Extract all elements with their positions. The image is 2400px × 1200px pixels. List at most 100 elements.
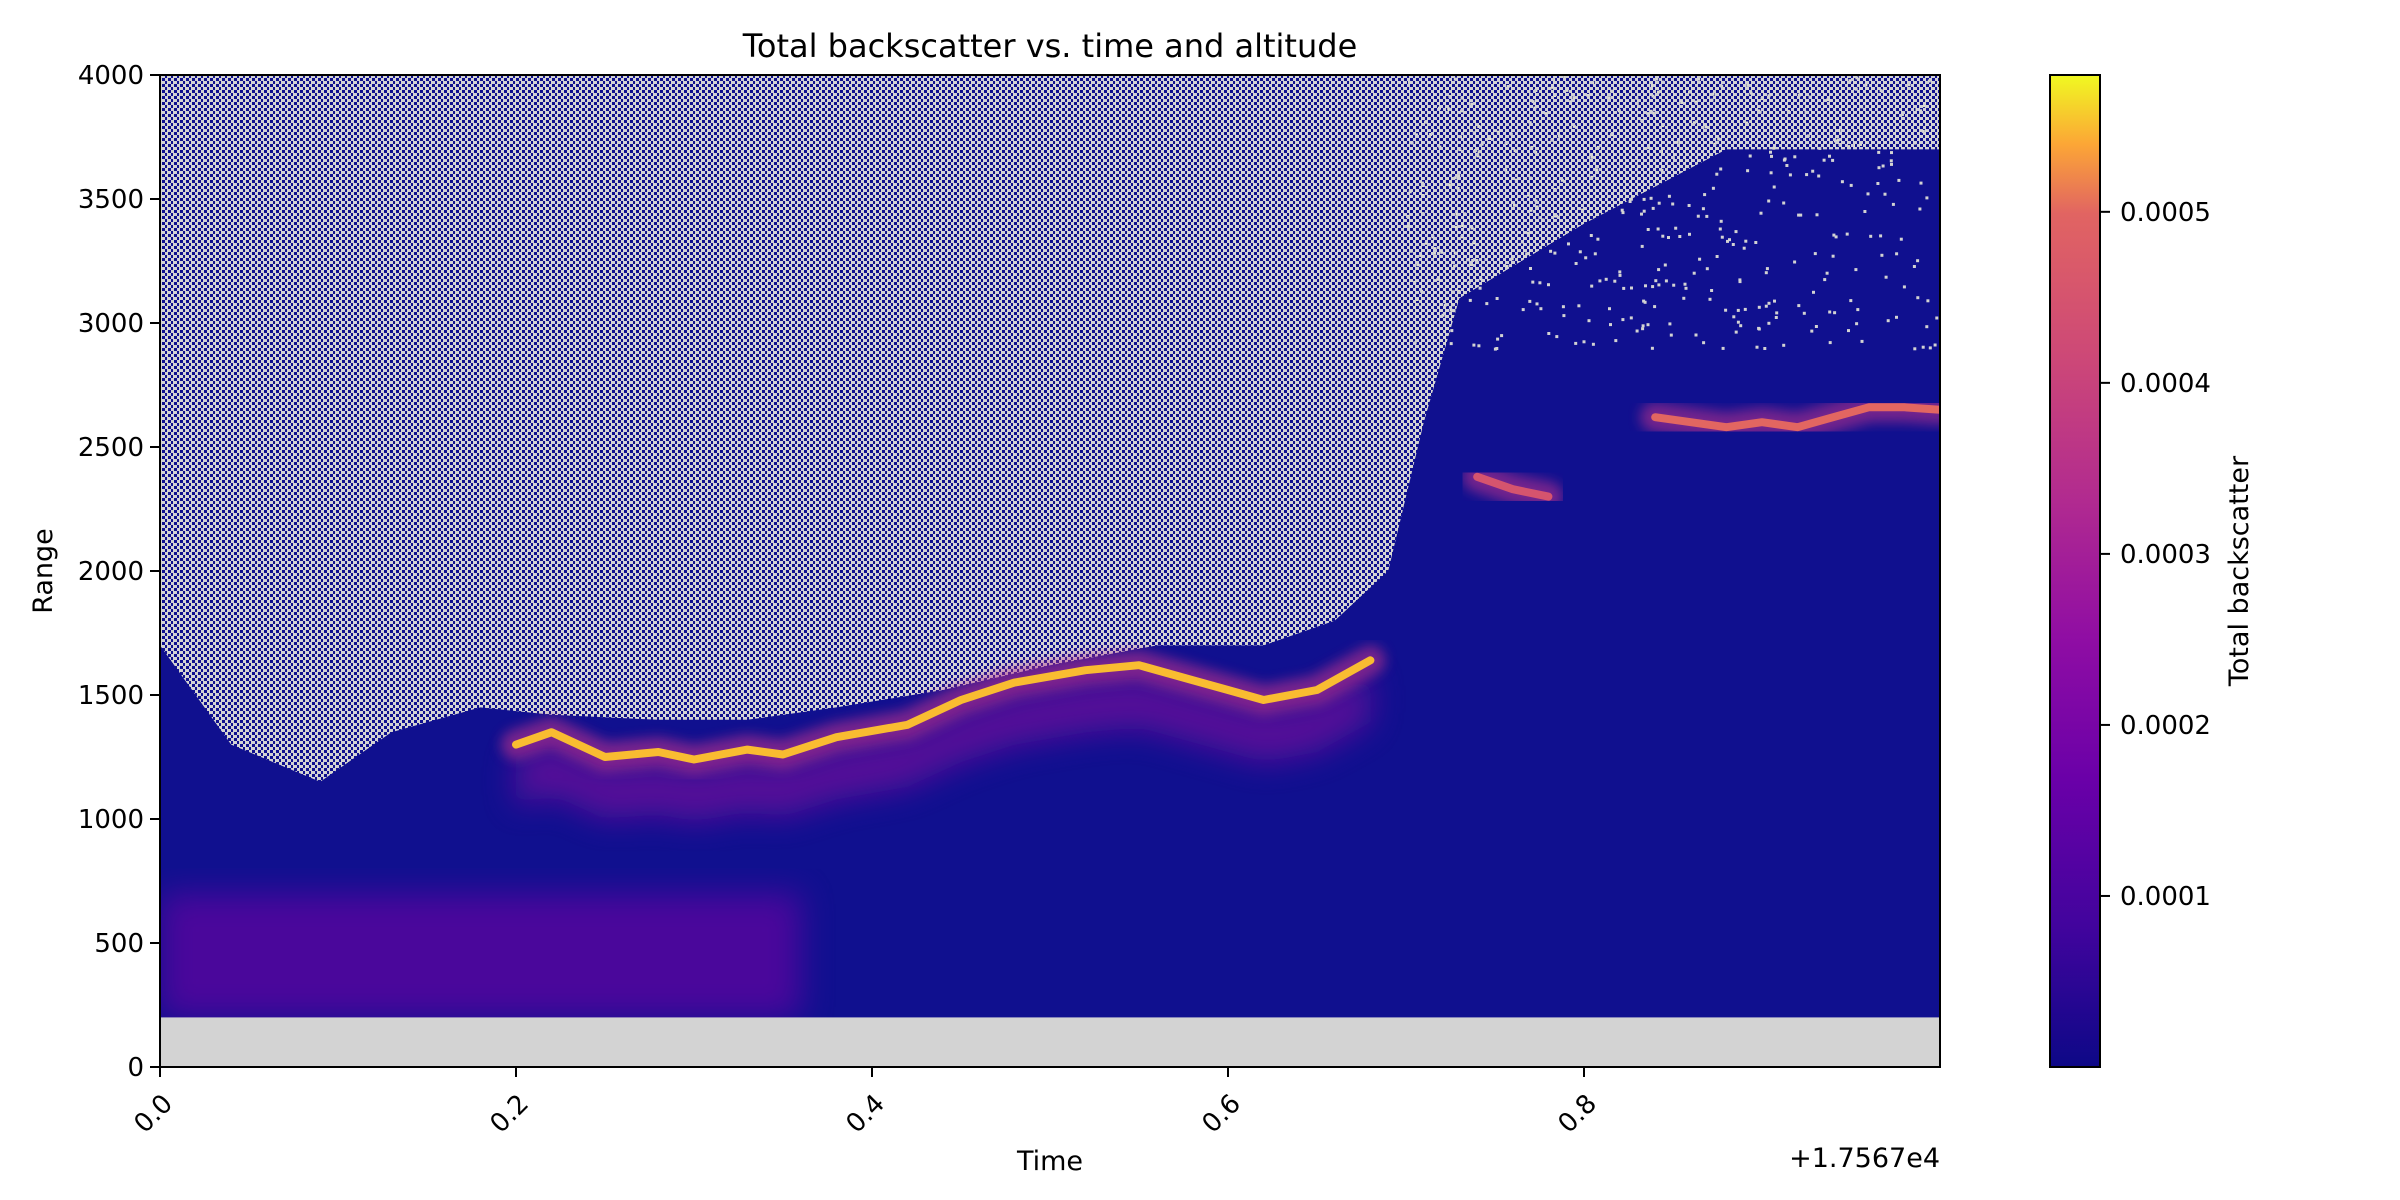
nodata-speckle — [1635, 101, 1639, 105]
nodata-speckle — [1582, 340, 1586, 344]
nodata-speckle — [1738, 278, 1742, 282]
nodata-speckle — [1622, 286, 1626, 290]
x-tick-label: 0.8 — [1552, 1089, 1602, 1139]
nodata-speckle — [1527, 90, 1531, 93]
colorbar-tick-label: 0.0002 — [2120, 711, 2211, 741]
nodata-speckle — [1534, 150, 1538, 154]
nodata-speckle — [1923, 104, 1926, 108]
nodata-speckle — [1609, 323, 1612, 327]
nodata-speckle — [1834, 139, 1837, 143]
nodata-speckle — [1669, 333, 1673, 337]
nodata-speckle — [1534, 199, 1538, 203]
nodata-speckle — [1928, 346, 1932, 350]
nodata-speckle — [1587, 319, 1591, 323]
nodata-speckle — [1548, 86, 1552, 90]
nodata-speckle — [1433, 247, 1437, 251]
nodata-speckle — [1757, 327, 1761, 331]
nodata-speckle — [1562, 314, 1566, 318]
nodata-speckle — [1711, 186, 1715, 190]
nodata-speckle — [1472, 343, 1476, 347]
nodata-speckle — [1448, 95, 1452, 99]
nodata-speckle — [1710, 98, 1714, 102]
nodata-speckle — [1927, 79, 1931, 83]
nodata-speckle — [1552, 78, 1556, 82]
nodata-speckle — [1613, 279, 1617, 283]
nodata-speckle — [1471, 259, 1475, 262]
nodata-speckle — [1466, 258, 1470, 262]
nodata-speckle — [1793, 260, 1797, 264]
nodata-speckle — [1484, 258, 1488, 261]
nodata-speckle — [1485, 302, 1489, 306]
nodata-speckle — [1421, 184, 1425, 187]
nodata-speckle — [1749, 91, 1753, 95]
nodata-speckle — [1449, 308, 1453, 312]
nodata-near-ground — [160, 1017, 1940, 1067]
nodata-speckle — [1614, 339, 1618, 343]
nodata-speckle — [1549, 249, 1553, 253]
nodata-speckle — [1687, 204, 1691, 207]
nodata-speckle — [1590, 175, 1594, 179]
nodata-speckle — [1610, 133, 1614, 137]
nodata-speckle — [1479, 277, 1483, 281]
nodata-speckle — [1538, 216, 1542, 220]
x-tick-label: 0.4 — [840, 1089, 890, 1139]
nodata-speckle — [1705, 267, 1709, 271]
nodata-speckle — [1421, 212, 1425, 216]
nodata-speckle — [1811, 169, 1815, 173]
nodata-speckle — [1509, 132, 1513, 136]
nodata-speckle — [1656, 90, 1660, 94]
nodata-speckle — [1860, 339, 1864, 343]
y-tick-label: 2500 — [78, 433, 144, 463]
nodata-speckle — [1854, 87, 1858, 91]
nodata-speckle — [1683, 282, 1687, 286]
nodata-speckle — [1785, 164, 1789, 167]
nodata-speckle — [1880, 253, 1884, 257]
nodata-speckle — [1551, 85, 1555, 89]
nodata-speckle — [1834, 235, 1838, 239]
nodata-speckle — [1617, 109, 1621, 113]
nodata-speckle — [1414, 133, 1418, 137]
nodata-speckle — [1447, 183, 1451, 187]
nodata-speckle — [1590, 155, 1594, 159]
nodata-speckle — [1774, 316, 1778, 319]
nodata-speckle — [1757, 109, 1761, 113]
nodata-speckle — [1447, 107, 1451, 111]
nodata-speckle — [1429, 133, 1433, 136]
nodata-speckle — [1443, 303, 1447, 307]
nodata-speckle — [1854, 268, 1858, 272]
nodata-speckle — [1413, 341, 1417, 345]
nodata-speckle — [1680, 101, 1684, 104]
nodata-speckle — [1636, 164, 1640, 168]
nodata-speckle — [1553, 188, 1557, 192]
y-tick-label: 2000 — [78, 557, 144, 587]
nodata-speckle — [1455, 212, 1459, 216]
nodata-speckle — [1504, 142, 1508, 145]
nodata-speckle — [1719, 219, 1723, 223]
nodata-speckle — [1667, 236, 1670, 239]
nodata-speckle — [1646, 112, 1650, 116]
nodata-speckle — [1661, 124, 1665, 128]
nodata-speckle — [1918, 207, 1922, 211]
nodata-speckle — [1406, 224, 1409, 228]
y-axis: 0 500 1000 1500 2000 2500 3000 3500 4000 — [78, 61, 160, 1083]
nodata-speckle — [1719, 167, 1723, 171]
nodata-speckle — [1879, 234, 1883, 238]
nodata-speckle — [1409, 249, 1413, 253]
nodata-speckle — [1925, 325, 1929, 329]
nodata-speckle — [1890, 151, 1893, 155]
nodata-speckle — [1578, 250, 1582, 254]
nodata-speckle — [1458, 148, 1462, 152]
colorbar: 0.0001 0.0002 0.0003 0.0004 0.0005 Total bac… — [2049, 74, 2255, 1068]
nodata-speckle — [1855, 76, 1859, 80]
nodata-speckle — [1657, 201, 1661, 205]
nodata-speckle — [1837, 129, 1841, 132]
nodata-speckle — [1708, 297, 1712, 301]
nodata-speckle — [1688, 90, 1691, 94]
nodata-speckle — [1415, 298, 1419, 301]
nodata-speckle — [1759, 211, 1763, 215]
nodata-speckle — [1531, 280, 1535, 284]
nodata-speckle — [1641, 324, 1645, 328]
nodata-speckle — [1805, 173, 1809, 177]
nodata-speckle — [1715, 255, 1719, 258]
nodata-speckle — [1657, 268, 1661, 272]
